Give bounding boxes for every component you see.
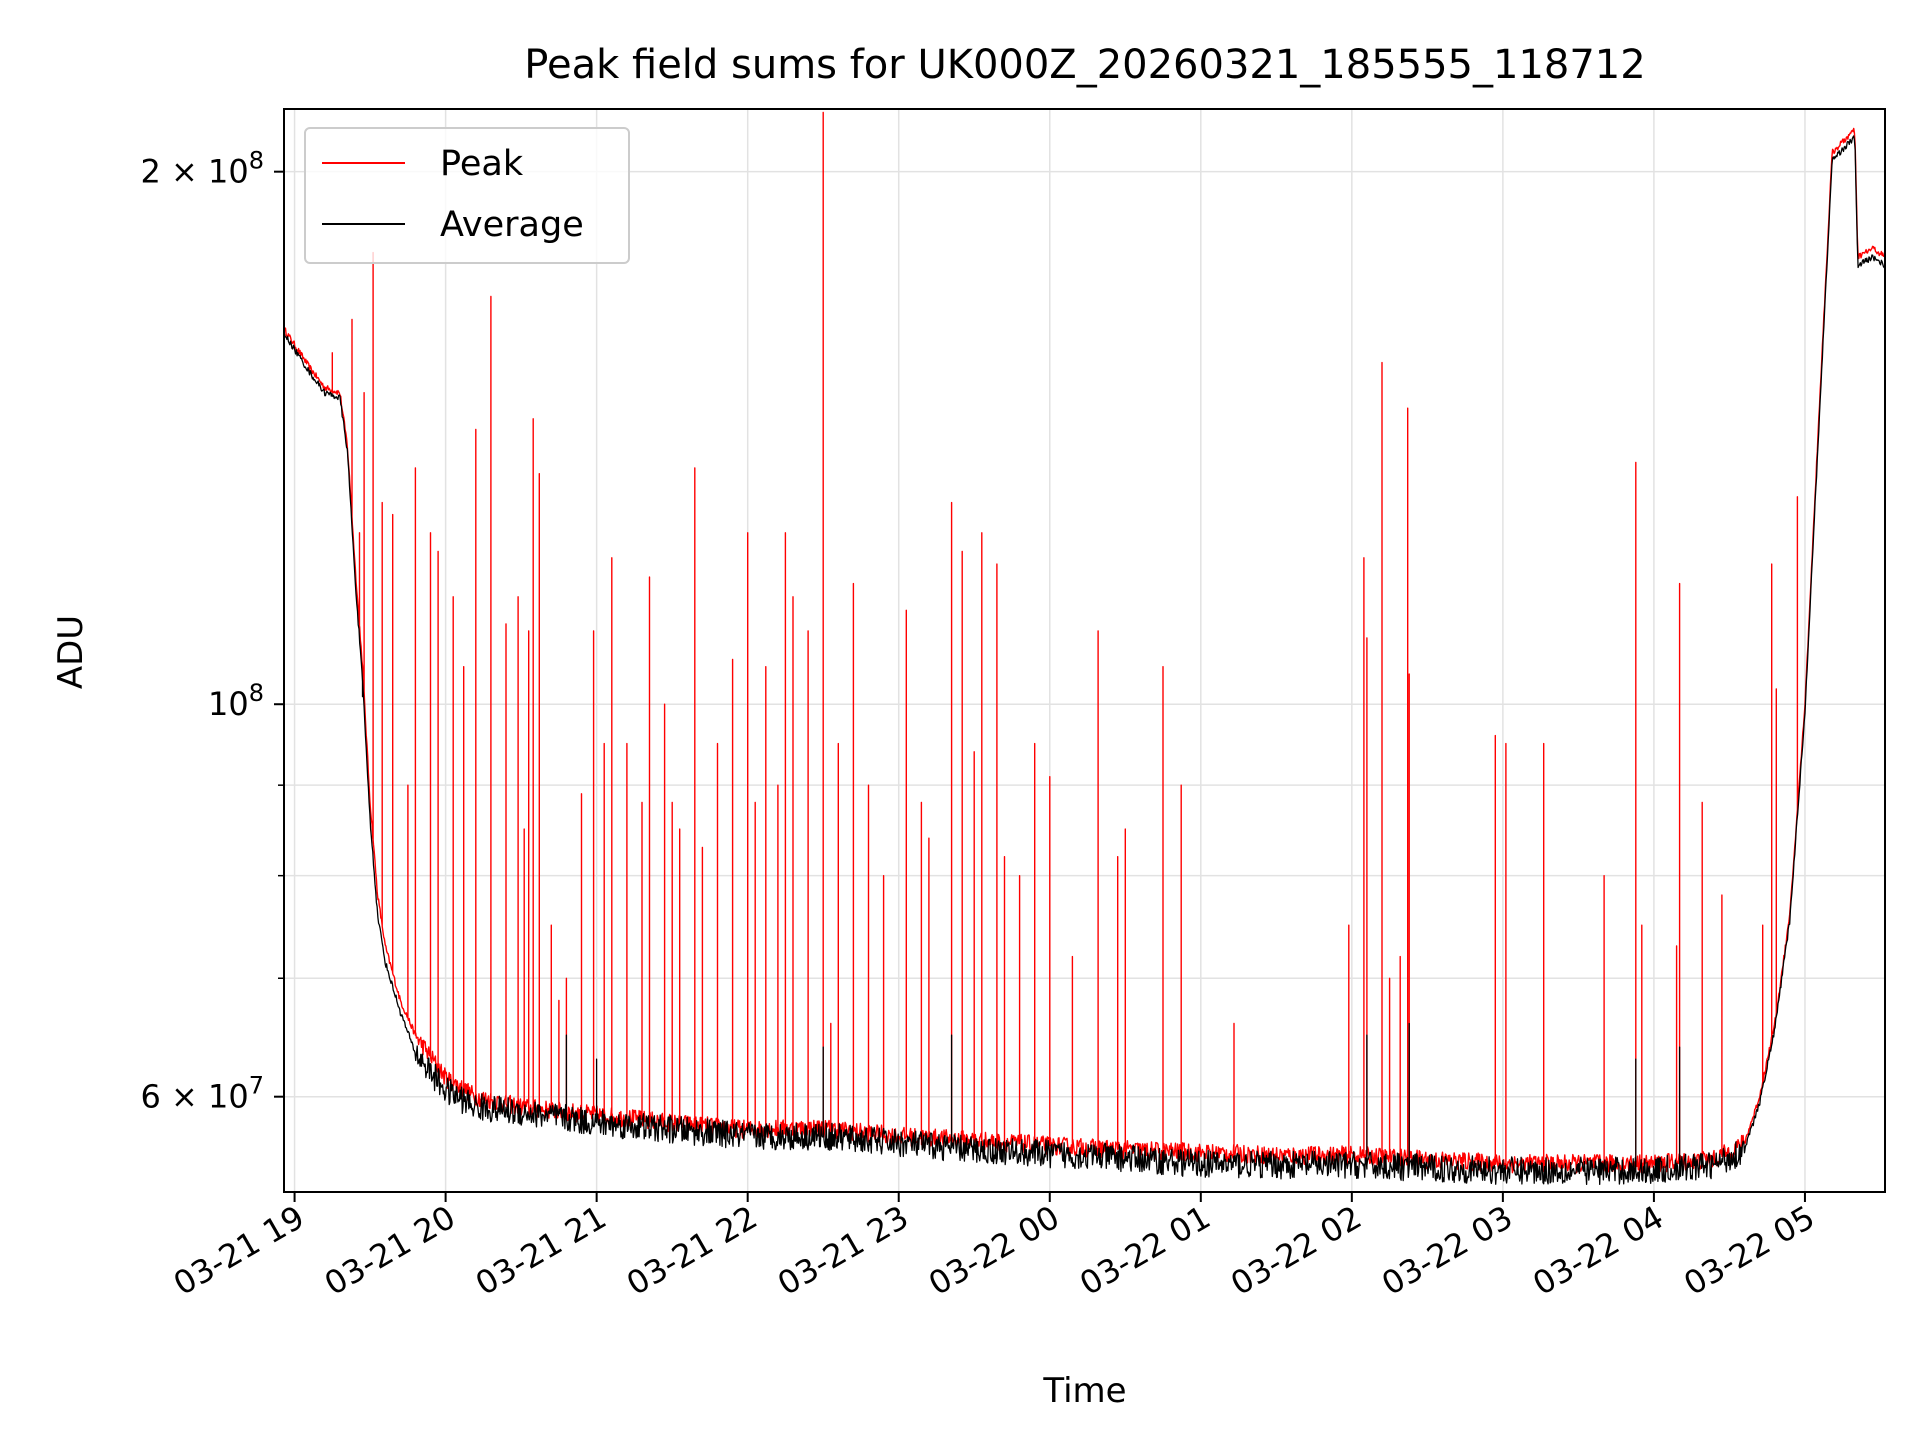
legend-box: [304, 127, 630, 264]
series-layer: [284, 111, 1885, 1185]
chart-title: Peak field sums for UK000Z_20260321_1855…: [524, 42, 1645, 88]
x-axis-label: Time: [1042, 1371, 1126, 1411]
y-axis: 6 × 107 108 2 × 108: [140, 147, 284, 1116]
y-tick-label: 2 × 108: [140, 147, 264, 191]
grid: [284, 109, 1885, 1192]
series-peak-line: [284, 111, 1885, 1174]
y-tick-label: 108: [208, 679, 264, 723]
legend-label-peak: Peak: [440, 144, 524, 184]
y-axis-label: ADU: [51, 615, 91, 689]
legend-label-average: Average: [440, 205, 584, 245]
plot-frame: [283, 108, 1886, 1193]
series-average-line: [284, 135, 1885, 1185]
y-tick-label: 6 × 107: [140, 1072, 264, 1116]
legend: Peak Average: [304, 127, 630, 264]
